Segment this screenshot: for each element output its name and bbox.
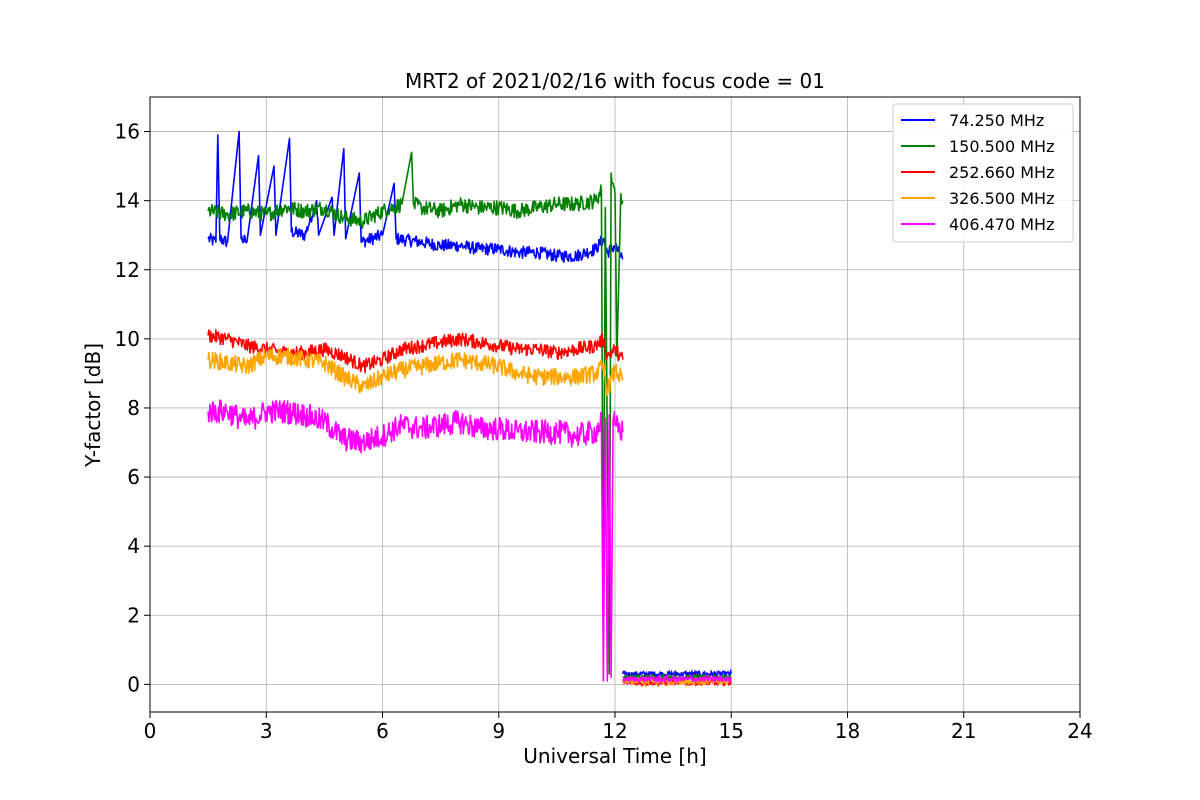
y-tick-label: 10 [115,327,140,351]
x-tick-label: 24 [1067,719,1092,743]
series-line [207,399,624,682]
y-tick-label: 4 [127,534,140,558]
y-tick-label: 0 [127,672,140,696]
y-tick-label: 12 [115,258,140,282]
y-tick-label: 14 [115,189,140,213]
x-tick-label: 9 [492,719,505,743]
chart-title: MRT2 of 2021/02/16 with focus code = 01 [405,69,825,93]
x-tick-label: 12 [602,719,627,743]
legend-label: 326.500 MHz [949,189,1054,208]
series-tail-line [622,674,732,685]
legend: 74.250 MHz 150.500 MHz 252.660 MHz 326.500 … [892,103,1074,243]
y-tick-label: 2 [127,603,140,627]
series-line [207,329,624,374]
x-tick-label: 18 [835,719,860,743]
y-tick-label: 6 [127,465,140,489]
x-tick-label: 6 [376,719,389,743]
series-layer [207,130,733,688]
x-tick-label: 3 [260,719,273,743]
y-tick-label: 8 [127,396,140,420]
x-tick-label: 0 [144,719,157,743]
series-line [207,151,624,675]
legend-label: 150.500 MHz [949,137,1054,156]
y-axis-label: Y-factor [dB] [81,343,105,468]
legend-label: 74.250 MHz [949,111,1044,130]
x-tick-label: 15 [719,719,744,743]
legend-box [892,103,1074,243]
legend-label: 252.660 MHz [949,163,1054,182]
x-axis-label: Universal Time [h] [523,744,706,768]
legend-label: 406.470 MHz [949,215,1054,234]
x-tick-label: 21 [951,719,976,743]
y-tick-label: 16 [115,120,140,144]
series-line [207,347,624,396]
